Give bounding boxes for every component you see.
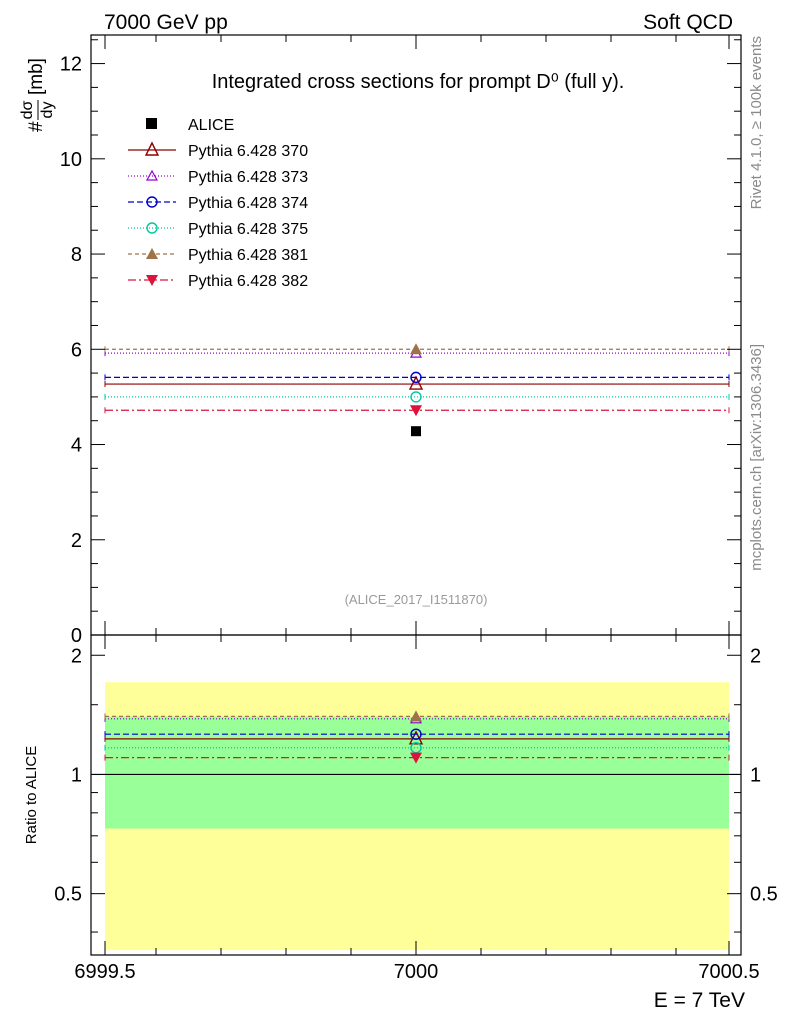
main-series-0-marker [408,375,424,390]
main-ytick-label: 2 [71,530,82,552]
watermark-label: (ALICE_2017_I1511870) [345,592,488,607]
xtick-label: 6999.5 [74,961,135,983]
ratio-series-2-marker [410,728,422,740]
legend-marker-4 [146,248,158,259]
legend-label-1: Pythia 6.428 373 [188,169,308,186]
legend-label-alice: ALICE [188,117,234,134]
ylabel-denominator: dy [39,102,56,119]
chart-title: Integrated cross sections for prompt D⁰ … [212,71,625,93]
ratio-y-ticks: 0.5 0.5 1 1 2 2 [54,645,778,933]
legend-marker-3 [146,222,158,234]
legend-marker-1 [145,169,159,181]
alice-data-point [411,426,421,437]
main-ytick-label: 6 [71,339,82,361]
ratio-series-4-marker [410,710,422,722]
main-series-5-marker [410,405,422,417]
header-right: Soft QCD [643,11,733,34]
mcplots-label: mcplots.cern.ch [arXiv:1306.3436] [748,344,765,571]
main-ytick-label: 12 [60,54,82,76]
ratio-frame [90,634,742,956]
legend-label-0: Pythia 6.428 370 [188,143,308,160]
legend-label-5: Pythia 6.428 382 [188,273,308,290]
legend-marker-5 [146,275,158,286]
ratio-series-layer [104,710,730,764]
legend-label-2: Pythia 6.428 374 [188,195,308,212]
x-axis-label: E = 7 TeV [654,989,745,1012]
main-ytick-label: 10 [60,149,82,171]
xtick-label: 7000.5 [698,961,759,983]
main-panel: 0 2 4 6 8 10 12 Integrated cross sections for … [19,34,742,647]
legend: ALICE Pythia 6.428 370 Pythia 6.428 373 Py… [128,117,308,290]
ylabel-numerator: dσ [19,100,36,119]
main-ytick-label: 0 [71,625,82,647]
legend-marker-0 [144,141,160,156]
main-x-ticks [104,35,730,635]
main-series-3-marker [410,391,422,403]
ratio-ytick-label-right: 0.5 [750,884,778,906]
main-series-layer [104,343,730,437]
ylabel-unit: [mb] [26,58,47,95]
main-series-4-marker [410,343,422,355]
main-y-axis-label: # dσ dy [mb] [19,58,56,132]
ratio-series-5-marker [410,752,422,764]
main-y-ticks: 0 2 4 6 8 10 12 [60,39,741,647]
ratio-ytick-label-right: 2 [750,645,761,667]
ratio-ytick-label-right: 1 [750,764,761,786]
ratio-ytick-label: 1 [71,764,82,786]
legend-marker-alice [146,118,157,129]
xtick-label: 7000 [394,961,439,983]
rivet-label: Rivet 4.1.0, ≥ 100k events [748,36,765,209]
header-left: 7000 GeV pp [104,11,228,34]
legend-label-4: Pythia 6.428 381 [188,247,308,264]
legend-marker-2 [146,196,158,208]
ylabel-prefix: # [26,121,47,132]
ratio-x-ticks: 6999.5 7000 7000.5 [74,635,760,983]
ratio-ytick-label: 0.5 [54,884,82,906]
ratio-ytick-label: 2 [71,645,82,667]
ratio-y-axis-label: Ratio to ALICE [23,746,40,844]
ratio-panel: 0.5 0.5 1 1 2 2 6999.5 7000 7000.5 Ratio to ALI… [23,634,778,1012]
main-ytick-label: 8 [71,244,82,266]
main-ytick-label: 4 [71,435,82,457]
legend-label-3: Pythia 6.428 375 [188,221,308,238]
main-series-2-marker [410,371,422,384]
